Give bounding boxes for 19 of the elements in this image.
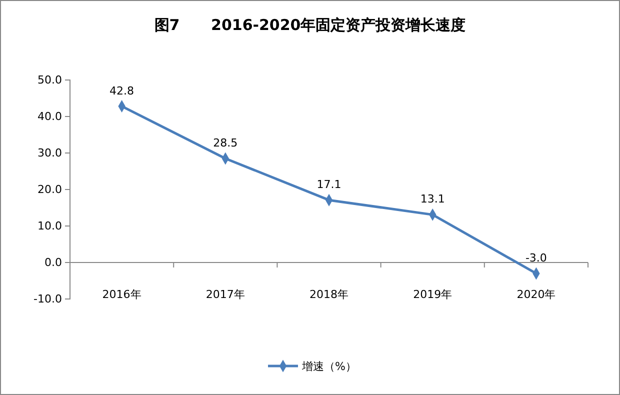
y-tick-label: 10.0 [38,220,62,233]
x-tick-label: 2020年 [516,288,556,301]
data-label: 13.1 [420,192,445,206]
data-label: 28.5 [213,136,238,150]
y-tick-label: -10.0 [34,292,62,306]
x-tick-label: 2016年 [102,288,142,301]
chart-title: 图7 2016-2020年固定资产投资增长速度 [154,16,466,34]
y-tick-label: 20.0 [38,183,62,196]
x-tick-label: 2018年 [310,288,348,301]
x-tick-label: 2019年 [413,288,452,301]
legend-label: 增速（%） [301,360,356,373]
y-tick-label: 40.0 [38,110,62,124]
data-label: -3.0 [525,251,547,264]
y-tick-label: 0.0 [44,256,62,270]
x-tick-label: 2017年 [206,288,245,301]
data-label: 17.1 [316,178,342,192]
y-tick-label: 30.0 [38,146,62,160]
data-label: 42.8 [110,84,134,98]
y-tick-label: 50.0 [38,74,62,87]
